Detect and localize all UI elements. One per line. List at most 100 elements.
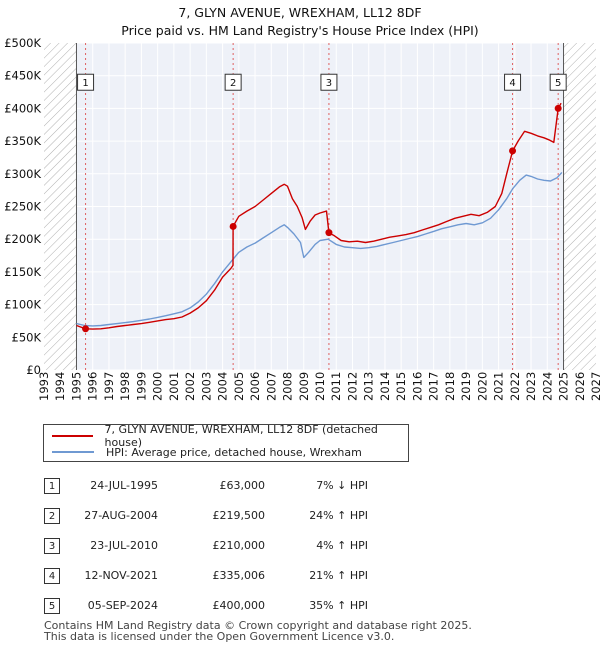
sale-number: 4 xyxy=(44,568,60,584)
x-tick-label: 1999 xyxy=(134,372,148,401)
legend-label-hpi: HPI: Average price, detached house, Wrex… xyxy=(106,445,362,459)
x-tick-label: 2002 xyxy=(183,372,197,401)
legend-item-hpi: HPI: Average price, detached house, Wrex… xyxy=(52,444,362,460)
x-tick-label: 1997 xyxy=(102,372,116,401)
legend-label-property: 7, GLYN AVENUE, WREXHAM, LL12 8DF (detac… xyxy=(104,423,378,449)
x-tick-label: 2006 xyxy=(248,372,262,401)
x-tick-label: 2001 xyxy=(167,372,181,401)
x-tick-label: 1993 xyxy=(37,372,51,401)
sale-date: 23-JUL-2010 xyxy=(90,539,158,552)
x-tick-label: 2022 xyxy=(508,372,522,401)
y-tick-label: £50K xyxy=(12,330,42,344)
legend-line-hpi xyxy=(52,451,94,453)
table-row: 5 05-SEP-2024 £400,000 35% ↑ HPI xyxy=(0,598,600,618)
x-tick-label: 2008 xyxy=(281,372,295,401)
x-tick-label: 2017 xyxy=(427,372,441,401)
x-tick-label: 1996 xyxy=(86,372,100,401)
hpi-series-line xyxy=(76,172,563,327)
table-row: 3 23-JUL-2010 £210,000 4% ↑ HPI xyxy=(0,538,600,558)
x-tick-label: 2026 xyxy=(573,372,587,401)
hatched-region xyxy=(563,43,596,370)
table-row: 4 12-NOV-2021 £335,006 21% ↑ HPI xyxy=(0,568,600,588)
sale-hpi-change: 4% ↑ HPI xyxy=(316,539,368,552)
sale-point xyxy=(554,104,562,112)
x-tick-label: 2020 xyxy=(475,372,489,401)
property-series-line xyxy=(76,102,562,330)
sale-hpi-change: 7% ↓ HPI xyxy=(316,479,368,492)
sale-point xyxy=(325,229,333,237)
chart-subtitle: Price paid vs. HM Land Registry's House … xyxy=(121,23,478,38)
y-tick-label: £400K xyxy=(4,101,41,115)
x-tick-label: 2000 xyxy=(151,372,165,401)
sale-marker-label: 3 xyxy=(326,78,332,89)
sale-number: 3 xyxy=(44,538,60,554)
x-tick-label: 1994 xyxy=(53,372,67,401)
y-tick-label: £200K xyxy=(4,232,41,246)
x-tick-label: 2005 xyxy=(232,372,246,401)
price-chart: 7, GLYN AVENUE, WREXHAM, LL12 8DF Price … xyxy=(4,5,600,401)
x-tick-label: 2010 xyxy=(313,372,327,401)
sale-price: £63,000 xyxy=(219,479,266,492)
sale-date: 05-SEP-2024 xyxy=(87,599,158,612)
y-tick-label: £100K xyxy=(4,298,41,312)
sale-hpi-change: 21% ↑ HPI xyxy=(309,569,368,582)
x-tick-label: 1995 xyxy=(69,372,83,401)
x-tick-label: 2021 xyxy=(492,372,506,401)
y-tick-label: £500K xyxy=(4,36,41,50)
sale-marker-box xyxy=(320,73,338,91)
sale-date: 27-AUG-2004 xyxy=(84,509,158,522)
x-tick-label: 2012 xyxy=(345,372,359,401)
footer-line-2: This data is licensed under the Open Gov… xyxy=(44,630,395,643)
sale-point xyxy=(82,325,90,333)
sale-marker-label: 2 xyxy=(230,78,236,89)
x-tick-label: 2019 xyxy=(459,372,473,401)
legend: 7, GLYN AVENUE, WREXHAM, LL12 8DF (detac… xyxy=(43,423,409,462)
sale-price: £219,500 xyxy=(212,509,266,522)
x-tick-label: 2004 xyxy=(216,372,230,401)
sale-marker-label: 5 xyxy=(555,78,561,89)
sale-price: £335,006 xyxy=(212,569,266,582)
x-tick-label: 2009 xyxy=(297,372,311,401)
x-tick-label: 2025 xyxy=(557,372,571,401)
y-tick-label: £350K xyxy=(4,134,41,148)
sale-number: 2 xyxy=(44,508,60,524)
x-tick-label: 2023 xyxy=(524,372,538,401)
sale-date: 24-JUL-1995 xyxy=(90,479,158,492)
x-tick-label: 2014 xyxy=(378,372,392,401)
x-tick-label: 2013 xyxy=(362,372,376,401)
table-row: 1 24-JUL-1995 £63,000 7% ↓ HPI xyxy=(0,478,600,498)
x-tick-label: 2027 xyxy=(589,372,600,401)
sale-price: £210,000 xyxy=(212,539,266,552)
sale-marker-box xyxy=(504,73,522,91)
sale-number: 5 xyxy=(44,598,60,614)
sale-hpi-change: 35% ↑ HPI xyxy=(309,599,368,612)
x-tick-label: 2003 xyxy=(199,372,213,401)
y-tick-label: £250K xyxy=(4,200,41,214)
y-tick-label: £150K xyxy=(4,265,41,279)
x-tick-label: 2016 xyxy=(410,372,424,401)
sale-point xyxy=(509,147,517,155)
x-tick-label: 2007 xyxy=(264,372,278,401)
y-tick-label: £0 xyxy=(26,363,41,377)
x-tick-label: 2018 xyxy=(443,372,457,401)
legend-item-property: 7, GLYN AVENUE, WREXHAM, LL12 8DF (detac… xyxy=(52,423,408,449)
sale-number: 1 xyxy=(44,478,60,494)
chart-title: 7, GLYN AVENUE, WREXHAM, LL12 8DF xyxy=(178,5,421,20)
legend-line-property xyxy=(52,435,93,437)
x-tick-label: 1998 xyxy=(118,372,132,401)
sale-marker-label: 1 xyxy=(82,78,88,89)
hatched-region xyxy=(44,43,77,370)
sale-marker-box xyxy=(224,73,242,91)
x-tick-label: 2011 xyxy=(329,372,343,401)
x-tick-label: 2015 xyxy=(394,372,408,401)
sale-date: 12-NOV-2021 xyxy=(84,569,158,582)
sale-marker-label: 4 xyxy=(509,78,515,89)
table-row: 2 27-AUG-2004 £219,500 24% ↑ HPI xyxy=(0,508,600,528)
sale-point xyxy=(229,222,237,230)
sale-marker-box xyxy=(549,73,567,91)
sale-hpi-change: 24% ↑ HPI xyxy=(309,509,368,522)
footer-line-1: Contains HM Land Registry data © Crown c… xyxy=(44,619,472,632)
sale-price: £400,000 xyxy=(212,599,266,612)
x-tick-label: 2024 xyxy=(540,372,554,401)
y-tick-label: £300K xyxy=(4,167,41,181)
